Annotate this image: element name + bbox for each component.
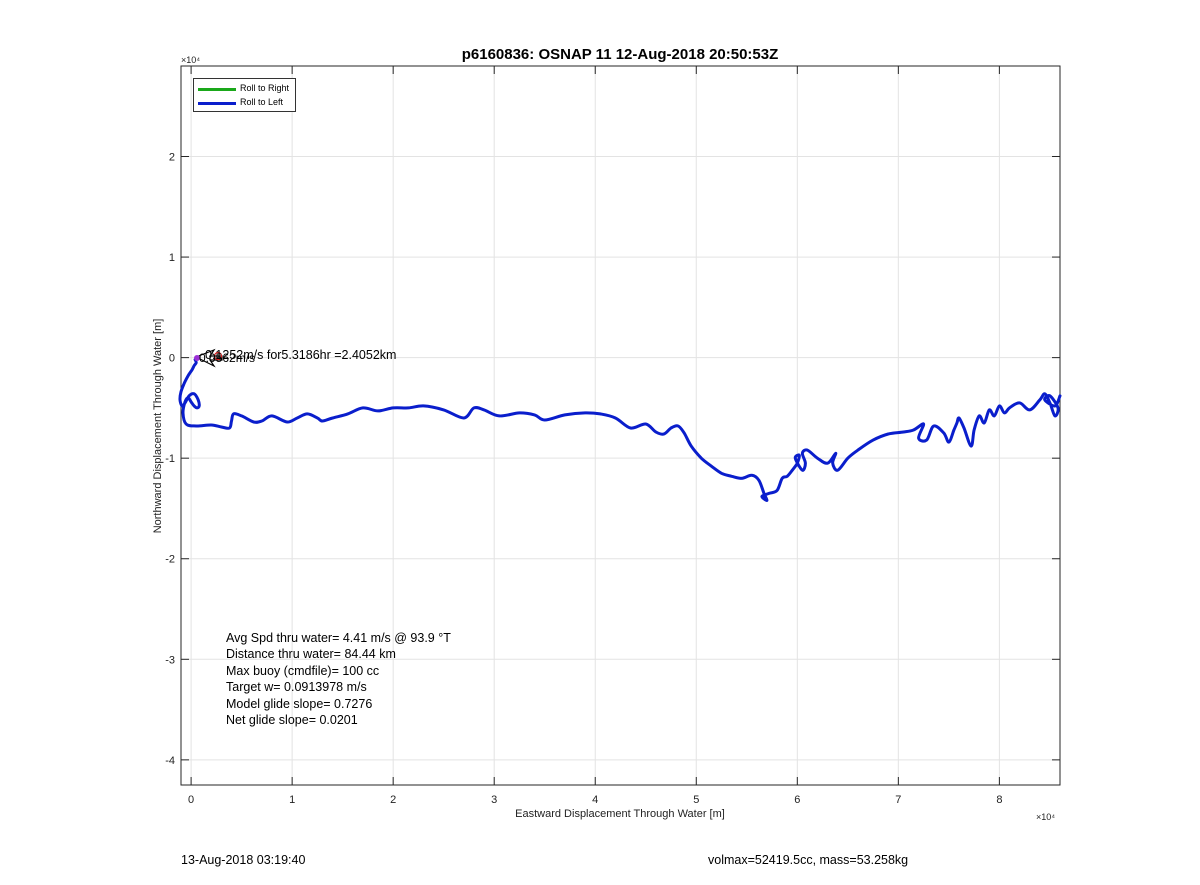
- y-tick-label: -4: [165, 755, 175, 767]
- y-tick-label: 1: [169, 252, 175, 264]
- y-tick-label: -1: [165, 453, 175, 465]
- x-tick-label: 3: [491, 794, 497, 806]
- tick-marks: [181, 66, 1060, 785]
- current-annotation: 0.1252m/s for5.3186hr =2.4052km: [205, 348, 396, 362]
- x-tick-label: 8: [996, 794, 1002, 806]
- x-tick-label: 4: [592, 794, 598, 806]
- x-tick-label: 2: [390, 794, 396, 806]
- stat-target-w: Target w= 0.0913978 m/s: [226, 680, 367, 695]
- stat-avg-speed: Avg Spd thru water= 4.41 m/s @ 93.9 °T: [226, 631, 451, 645]
- stat-model-glide: Model glide slope= 0.7276: [226, 696, 373, 711]
- series-line-roll-to-left: [178, 358, 1062, 502]
- legend-label-roll-right: Roll to Right: [240, 83, 290, 93]
- y-tick-label: 0: [169, 353, 175, 365]
- axes-frame: [180, 65, 1061, 786]
- end-point-marker: [213, 351, 223, 361]
- x-tick-label: 0: [188, 794, 194, 806]
- y-tick-label: -3: [165, 654, 175, 666]
- stat-distance: Distance thru water= 84.44 km: [226, 647, 396, 662]
- stat-max-buoy: Max buoy (cmdfile)= 100 cc: [226, 663, 380, 678]
- y-tick-labels: -4 -3 -2 -1 0 1 2: [165, 152, 175, 767]
- legend-swatch-roll-left: [198, 102, 236, 105]
- footer-timestamp: 13-Aug-2018 03:19:40: [181, 853, 306, 867]
- y-exponent-label: ×10⁴: [181, 55, 200, 65]
- series-layer: [178, 358, 1062, 502]
- stat-net-glide: Net glide slope= 0.0201: [226, 713, 358, 728]
- grid-lines: [181, 66, 1060, 785]
- footer-vol-mass: volmax=52419.5cc, mass=53.258kg: [708, 853, 909, 867]
- legend-swatch-roll-right: [198, 88, 236, 91]
- x-tick-label: 1: [289, 794, 295, 806]
- x-exponent-label: ×10⁴: [1036, 812, 1055, 822]
- y-tick-label: 2: [169, 152, 175, 164]
- x-tick-label: 7: [895, 794, 901, 806]
- chart-title: p6160836: OSNAP 11 12-Aug-2018 20:50:53Z: [462, 46, 779, 63]
- stats-block: Avg Spd thru water= 4.41 m/s @ 93.9 °T D…: [226, 630, 451, 728]
- x-tick-label: 5: [693, 794, 699, 806]
- legend-label-roll-left: Roll to Left: [240, 97, 284, 107]
- x-axis-label: Eastward Displacement Through Water [m]: [515, 808, 725, 820]
- legend: Roll to Right Roll to Left: [193, 78, 296, 112]
- heading-arrow: [194, 348, 223, 368]
- x-tick-label: 6: [794, 794, 800, 806]
- start-point-marker: [194, 355, 200, 361]
- x-tick-labels: 0 1 2 3 4 5 6 7 8: [188, 794, 1002, 806]
- annotation-overlap: 0.0562m/s: [199, 351, 255, 365]
- y-tick-label: -2: [165, 554, 175, 566]
- y-axis-label: Northward Displacement Through Water [m]: [152, 319, 164, 534]
- start-marker: [194, 348, 223, 368]
